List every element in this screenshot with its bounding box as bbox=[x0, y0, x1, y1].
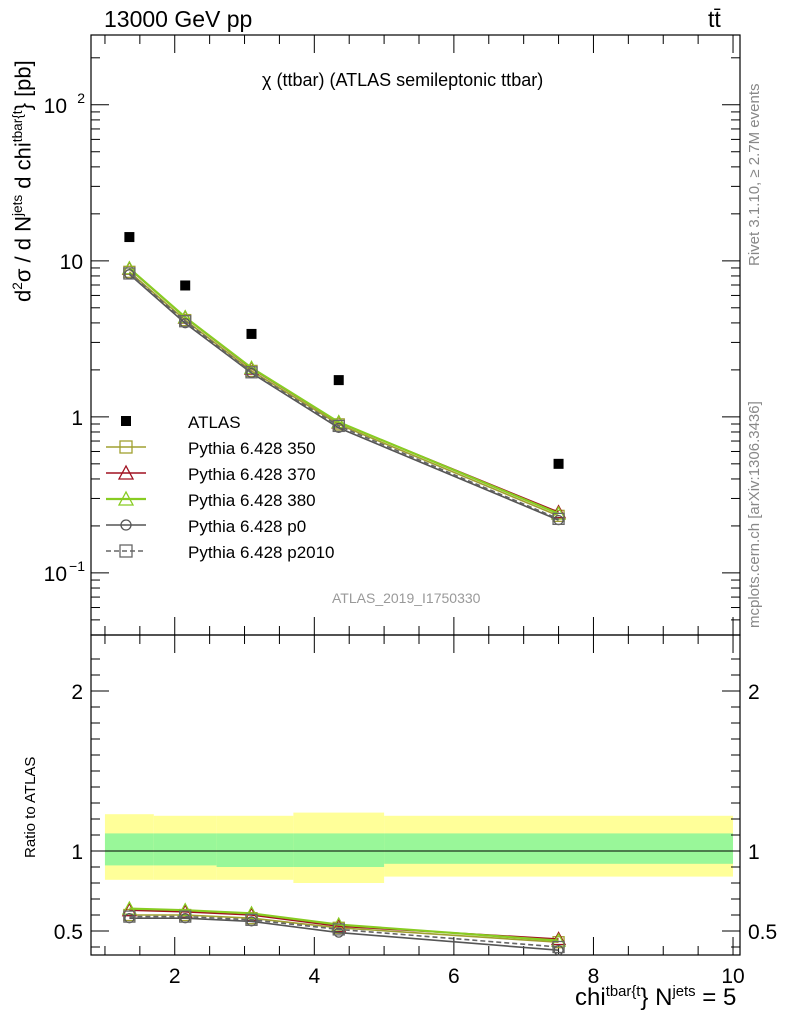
ratio-point-p2010 bbox=[179, 910, 192, 923]
main-y-tick-label: 1 bbox=[71, 407, 83, 430]
ratio-point-p0 bbox=[553, 945, 564, 956]
legend-marker-p0 bbox=[120, 519, 132, 531]
main-point-data bbox=[180, 280, 191, 291]
legend-label-p2010: Pythia 6.428 p2010 bbox=[188, 543, 335, 562]
main-point-data bbox=[553, 458, 564, 469]
legend-marker-p370 bbox=[117, 464, 135, 480]
ratio-point-p380 bbox=[243, 905, 260, 920]
mcplots-source-label: mcplots.cern.ch [arXiv:1306.3436] bbox=[746, 401, 763, 628]
x-tick-label: 2 bbox=[169, 965, 181, 988]
ratio-series-line-p380 bbox=[129, 907, 559, 942]
main-point-p2010 bbox=[123, 267, 136, 280]
main-point-p0 bbox=[180, 318, 191, 329]
uncertainty-band-inner bbox=[216, 833, 294, 867]
uncertainty-band-inner bbox=[384, 833, 734, 864]
legend-marker-p2010 bbox=[119, 544, 133, 558]
x-tick-label: 6 bbox=[448, 965, 460, 988]
main-series-line-p350 bbox=[128, 271, 559, 517]
main-series-line-p2010 bbox=[128, 272, 559, 520]
uncertainty-band-inner bbox=[104, 833, 154, 866]
main-y-axis-label: d2σ / d Njets d chitbar{t} [pb] bbox=[10, 60, 36, 302]
ratio-y-tick-label-right: 0.5 bbox=[748, 921, 777, 944]
ylabel-part: d bbox=[10, 289, 36, 302]
rivet-version-label: Rivet 3.1.10, ≥ 2.7M events bbox=[746, 83, 763, 267]
uncertainty-band-inner bbox=[293, 833, 385, 867]
ratio-panel-frame bbox=[90, 634, 741, 956]
ratio-series-line-p0 bbox=[129, 917, 559, 951]
main-point-p2010 bbox=[332, 419, 345, 433]
legend-label-p370: Pythia 6.428 370 bbox=[188, 465, 316, 484]
ratio-series-line-p350 bbox=[129, 914, 559, 943]
ratio-point-p2010 bbox=[552, 940, 565, 954]
ratio-point-p380 bbox=[177, 902, 193, 917]
legend-marker-p380 bbox=[117, 490, 135, 506]
ratio-series-line-p2010 bbox=[129, 915, 559, 948]
main-point-data bbox=[246, 328, 257, 339]
ratio-point-p0 bbox=[333, 927, 344, 938]
beam-energy-label: 13000 GeV pp bbox=[104, 6, 253, 32]
main-y-tick-label: 10 bbox=[44, 95, 67, 118]
plot-title: χ (ttbar) (ATLAS semileptonic ttbar) bbox=[262, 70, 544, 90]
main-y-tick-label-exponent: 2 bbox=[77, 90, 85, 106]
main-point-p2010 bbox=[179, 315, 192, 328]
legend-label-data: ATLAS bbox=[188, 413, 241, 432]
ratio-y-tick-label-right: 1 bbox=[748, 841, 760, 864]
ylabel-sup: tbar{t bbox=[10, 110, 25, 143]
x-tick-label: 4 bbox=[308, 965, 320, 988]
ylabel-sup: 2 bbox=[10, 282, 25, 290]
legend-marker-p350 bbox=[119, 440, 133, 454]
main-point-data bbox=[124, 232, 135, 243]
ylabel-part: d chi bbox=[10, 142, 36, 195]
ratio-y-axis-label: Ratio to ATLAS bbox=[22, 756, 39, 858]
ylabel-part: σ / d N bbox=[10, 216, 36, 283]
ratio-y-tick-label: 2 bbox=[71, 681, 83, 704]
ratio-point-p370 bbox=[550, 931, 567, 946]
x-axis-label: chitbar{t} Njets = 5 bbox=[575, 984, 736, 1012]
xlabel-part: } N bbox=[640, 984, 673, 1011]
ratio-y-tick-label: 0.5 bbox=[54, 921, 83, 944]
uncertainty-band-inner bbox=[153, 833, 217, 866]
legend-label-p380: Pythia 6.428 380 bbox=[188, 491, 316, 510]
ratio-point-p2010 bbox=[245, 913, 258, 926]
ylabel-part: } [pb] bbox=[10, 60, 36, 111]
main-y-tick-label: 10 bbox=[44, 563, 67, 586]
xlabel-sup: jets bbox=[672, 984, 696, 1000]
main-y-tick-label-exponent: −1 bbox=[69, 558, 85, 574]
x-tick-label: 10 bbox=[721, 965, 744, 988]
main-point-p2010 bbox=[245, 366, 258, 379]
main-y-tick-label: 10 bbox=[60, 251, 83, 274]
ratio-y-tick-label: 1 bbox=[71, 841, 83, 864]
ratio-point-p2010 bbox=[123, 910, 136, 923]
x-tick-label: 8 bbox=[588, 965, 600, 988]
main-series-line-p0 bbox=[128, 273, 559, 521]
analysis-id-label: ATLAS_2019_I1750330 bbox=[332, 590, 481, 606]
ratio-point-p2010 bbox=[332, 923, 345, 936]
main-point-p2010 bbox=[552, 512, 565, 526]
xlabel-sup: tbar{t bbox=[605, 984, 641, 1000]
main-point-data bbox=[333, 375, 344, 386]
ylabel-sup: jets bbox=[10, 194, 25, 217]
xlabel-part: chi bbox=[575, 984, 606, 1011]
process-label: tt̄ bbox=[708, 6, 721, 32]
legend-label-p0: Pythia 6.428 p0 bbox=[188, 517, 306, 536]
legend-label-p350: Pythia 6.428 350 bbox=[188, 439, 316, 458]
xlabel-part: = 5 bbox=[695, 984, 737, 1011]
legend-marker-data bbox=[121, 416, 131, 426]
ratio-y-tick-label-right: 2 bbox=[748, 681, 760, 704]
